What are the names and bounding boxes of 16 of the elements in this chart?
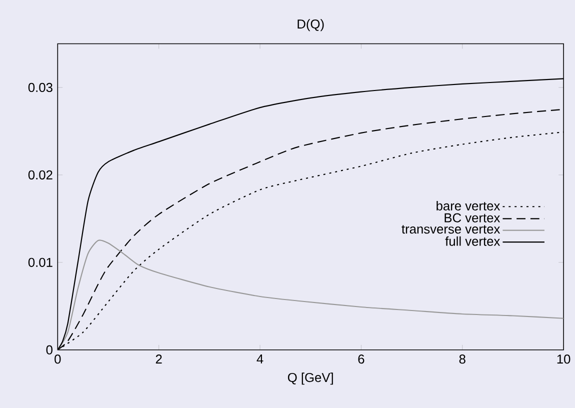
chart-title: D(Q): [298, 18, 324, 31]
y-tick-label: 0.03: [28, 82, 52, 92]
x-tick-label: 0: [54, 354, 61, 364]
y-tick-label: 0.01: [28, 258, 52, 267]
x-tick-label: 2: [156, 354, 162, 364]
legend-label: transverse vertex: [402, 224, 500, 234]
y-tick-label: 0: [46, 345, 52, 354]
legend-label: BC vertex: [444, 213, 500, 222]
x-tick-label: 4: [256, 354, 264, 364]
legend-label: full vertex: [445, 236, 500, 246]
y-tick-label: 0.02: [28, 170, 52, 180]
legend-label: bare vertex: [436, 200, 500, 210]
x-tick-label: 8: [459, 354, 466, 364]
x-tick-label: 10: [557, 354, 570, 364]
x-tick-label: 6: [358, 354, 364, 364]
x-axis-title: Q [GeV]: [288, 372, 333, 384]
